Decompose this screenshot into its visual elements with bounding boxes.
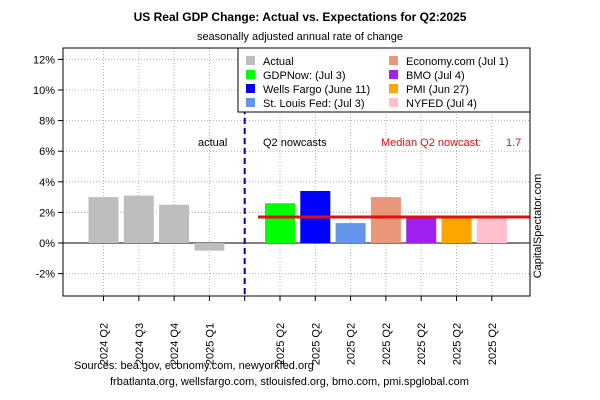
x-tick-label: 2025 Q2 [346,323,358,365]
chart-title: US Real GDP Change: Actual vs. Expectati… [134,10,467,24]
legend: Actual GDPNow: (Jul 3) Wells Fargo (June 1… [237,47,531,113]
legend-swatch [246,70,255,79]
sources-line-1: Sources: bea.gov, economy.com, newyorkfe… [74,360,314,372]
bar-actual [159,204,190,243]
legend-label: Actual [263,56,294,68]
legend-label: GDPNow: (Jul 3) [263,70,346,82]
legend-swatch [246,98,255,107]
y-tick-label: 6% [39,146,55,158]
x-tick-label: 2024 Q4 [169,323,181,365]
x-tick-label: 2025 Q1 [204,323,216,365]
x-tick-label: 2025 Q2 [452,323,464,365]
legend-label: Wells Fargo (June 11) [263,84,370,96]
x-tick-label: 2025 Q2 [310,323,322,365]
legend-swatch [389,56,398,65]
axes: -2% 0% 2% 4% 6% 8% 10% 12% 2024 Q2 2024 Q3 2024 Q4… [33,54,499,365]
x-tick-label: 2025 Q2 [416,323,428,365]
bar-actual [123,195,154,243]
x-tick-label: 2025 Q2 [275,323,287,365]
median-value: 1.7 [506,137,521,149]
legend-swatch [389,98,398,107]
y-tick-label: -2% [35,269,55,281]
x-tick-label: 2024 Q3 [134,323,146,365]
y-tick-label: 4% [39,177,55,189]
legend-label: Economy.com (Jul 1) [406,56,509,68]
legend-swatch [246,84,255,93]
legend-swatch [246,56,255,65]
bars-group [88,190,507,251]
bar-nowcast [265,203,295,243]
legend-label: St. Louis Fed: (Jul 3) [263,98,365,110]
sources-line-2: frbatlanta.org, wellsfargo.com, stlouisf… [110,376,469,388]
x-tick-label: 2024 Q2 [99,323,111,365]
bar-actual [88,197,119,243]
legend-label: NYFED (Jul 4) [406,98,477,110]
median-annotation: Median Q2 nowcast: [381,137,481,149]
bar-nowcast [370,197,401,243]
bar-nowcast [441,216,472,243]
nowcast-annotation: Q2 nowcasts [263,137,327,149]
bar-nowcast [335,223,366,243]
legend-box [237,47,531,113]
x-tick-label: 2025 Q2 [487,323,499,365]
y-tick-label: 8% [39,116,55,128]
bar-nowcast [476,216,507,243]
bar-nowcast [406,216,437,243]
legend-swatch [389,84,398,93]
y-tick-label: 12% [33,54,55,66]
actual-annotation: actual [198,137,227,149]
legend-label: PMI (Jun 27) [406,84,469,96]
x-tick-label: 2025 Q2 [381,323,393,365]
legend-label: BMO (Jul 4) [406,70,465,82]
y-tick-label: 2% [39,207,55,219]
legend-swatch [389,70,398,79]
chart-subtitle: seasonally adjusted annual rate of chang… [197,31,403,43]
bar-actual [194,243,225,251]
y-tick-label: 10% [33,85,55,97]
y-tick-label: 0% [39,238,55,250]
watermark: CapitalSpectator.com [532,174,544,279]
